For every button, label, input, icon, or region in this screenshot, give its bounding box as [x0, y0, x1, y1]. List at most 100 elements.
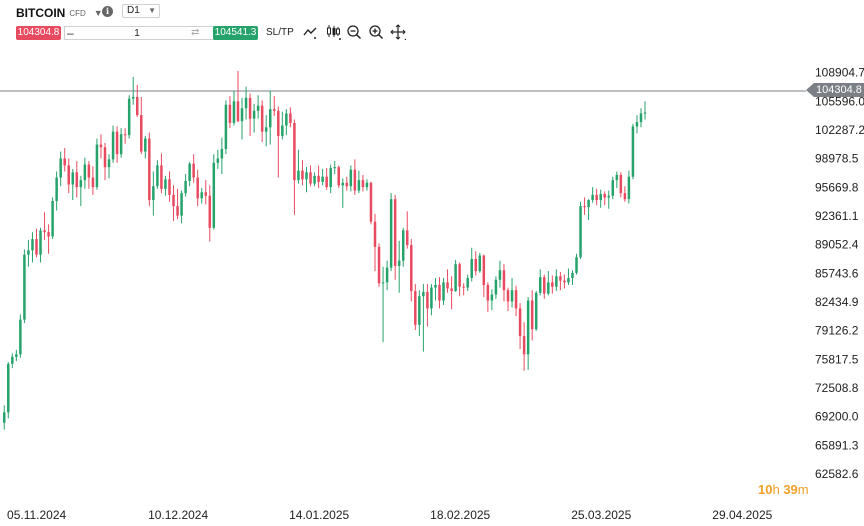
- candle: [377, 243, 381, 287]
- candle: [228, 96, 232, 129]
- countdown-minutes-unit: m: [797, 482, 809, 497]
- candle: [321, 168, 324, 186]
- candle-body: [127, 98, 131, 136]
- candle: [442, 278, 445, 305]
- candle: [490, 289, 494, 311]
- candle-body: [627, 176, 631, 200]
- candle-body: [321, 176, 324, 182]
- candle: [11, 353, 14, 369]
- candle: [140, 96, 143, 155]
- candle-body: [547, 282, 550, 294]
- candle: [486, 282, 490, 312]
- candle-body: [506, 290, 510, 302]
- candles: [3, 70, 647, 430]
- minus-icon[interactable]: –: [67, 26, 74, 40]
- zoom-in-icon[interactable]: [368, 24, 384, 40]
- candle-body: [208, 195, 212, 228]
- candle: [406, 211, 409, 249]
- crosshair-icon[interactable]: [390, 24, 406, 40]
- candle: [365, 179, 369, 191]
- candle-body: [555, 276, 558, 287]
- candle: [309, 165, 312, 187]
- candle: [127, 95, 131, 139]
- candle: [188, 161, 191, 187]
- candle: [446, 269, 449, 293]
- candle: [551, 275, 554, 294]
- candle: [47, 224, 50, 254]
- candle: [470, 247, 473, 282]
- candle-body: [385, 267, 389, 283]
- candle: [35, 228, 38, 258]
- quantity-input[interactable]: 1: [134, 28, 140, 39]
- candle: [567, 268, 570, 285]
- candle: [430, 284, 433, 316]
- candle-body: [244, 97, 248, 109]
- candle: [244, 86, 248, 120]
- candle-body: [369, 182, 373, 222]
- candle: [611, 176, 615, 200]
- candle-body: [377, 246, 381, 284]
- candle: [79, 175, 83, 207]
- candle: [160, 153, 163, 194]
- candle: [498, 260, 502, 288]
- chevron-down-icon: ▼: [148, 6, 156, 15]
- candle-body: [67, 165, 70, 185]
- candle: [373, 213, 377, 272]
- sell-button[interactable]: 104304.8: [16, 26, 61, 40]
- candle: [547, 271, 550, 296]
- candle-body: [228, 104, 232, 123]
- candle: [281, 111, 284, 140]
- candle-body: [196, 177, 199, 199]
- candle-body: [232, 101, 236, 123]
- candle-body: [204, 192, 207, 196]
- countdown-hours: 10: [758, 482, 773, 497]
- candle-body: [23, 254, 26, 320]
- y-tick-label: 85743.6: [815, 266, 859, 280]
- candle-body: [200, 192, 203, 199]
- candle-body: [19, 319, 22, 355]
- candle-body: [450, 288, 453, 292]
- candle: [418, 290, 421, 337]
- candle: [458, 262, 461, 297]
- candle: [571, 270, 574, 285]
- symbol-name: BITCOIN: [16, 6, 66, 20]
- candle: [252, 103, 256, 133]
- candle-body: [551, 282, 554, 287]
- candle: [474, 251, 478, 276]
- timeframe-select[interactable]: D1 ▼: [122, 4, 160, 18]
- candle-body: [643, 112, 647, 114]
- candle-body: [635, 122, 639, 127]
- candle-body: [442, 282, 445, 301]
- reset-icon[interactable]: ⇄: [191, 27, 200, 38]
- y-tick-label: 75817.5: [815, 352, 859, 366]
- info-icon[interactable]: i: [102, 6, 113, 17]
- candle: [313, 172, 316, 187]
- symbol-selector[interactable]: BITCOIN CFD ▼: [16, 6, 103, 20]
- candle-body: [27, 250, 30, 255]
- candle: [83, 157, 87, 189]
- candle-body: [418, 296, 421, 325]
- candle-body: [361, 180, 365, 188]
- candle: [575, 253, 578, 275]
- candle: [156, 160, 159, 189]
- candle-body: [256, 105, 260, 111]
- candle: [619, 172, 623, 198]
- candle-body: [281, 125, 284, 136]
- countdown-minutes: 39: [783, 482, 798, 497]
- candle-body: [111, 131, 115, 160]
- candle-body: [305, 172, 308, 180]
- candle: [361, 174, 365, 192]
- sltp-button[interactable]: SL/TP: [266, 27, 294, 38]
- candle-body: [268, 109, 272, 128]
- buy-button[interactable]: 104541.3: [213, 26, 258, 40]
- zoom-out-icon[interactable]: [346, 24, 362, 40]
- line-chart-icon[interactable]: [302, 24, 318, 40]
- candle-body: [349, 169, 353, 187]
- candle-body: [478, 255, 482, 272]
- candle: [135, 84, 139, 117]
- candle: [341, 178, 345, 208]
- candlestick-icon[interactable]: [325, 24, 341, 40]
- candle: [172, 185, 175, 221]
- y-tick-label: 89052.4: [815, 238, 859, 252]
